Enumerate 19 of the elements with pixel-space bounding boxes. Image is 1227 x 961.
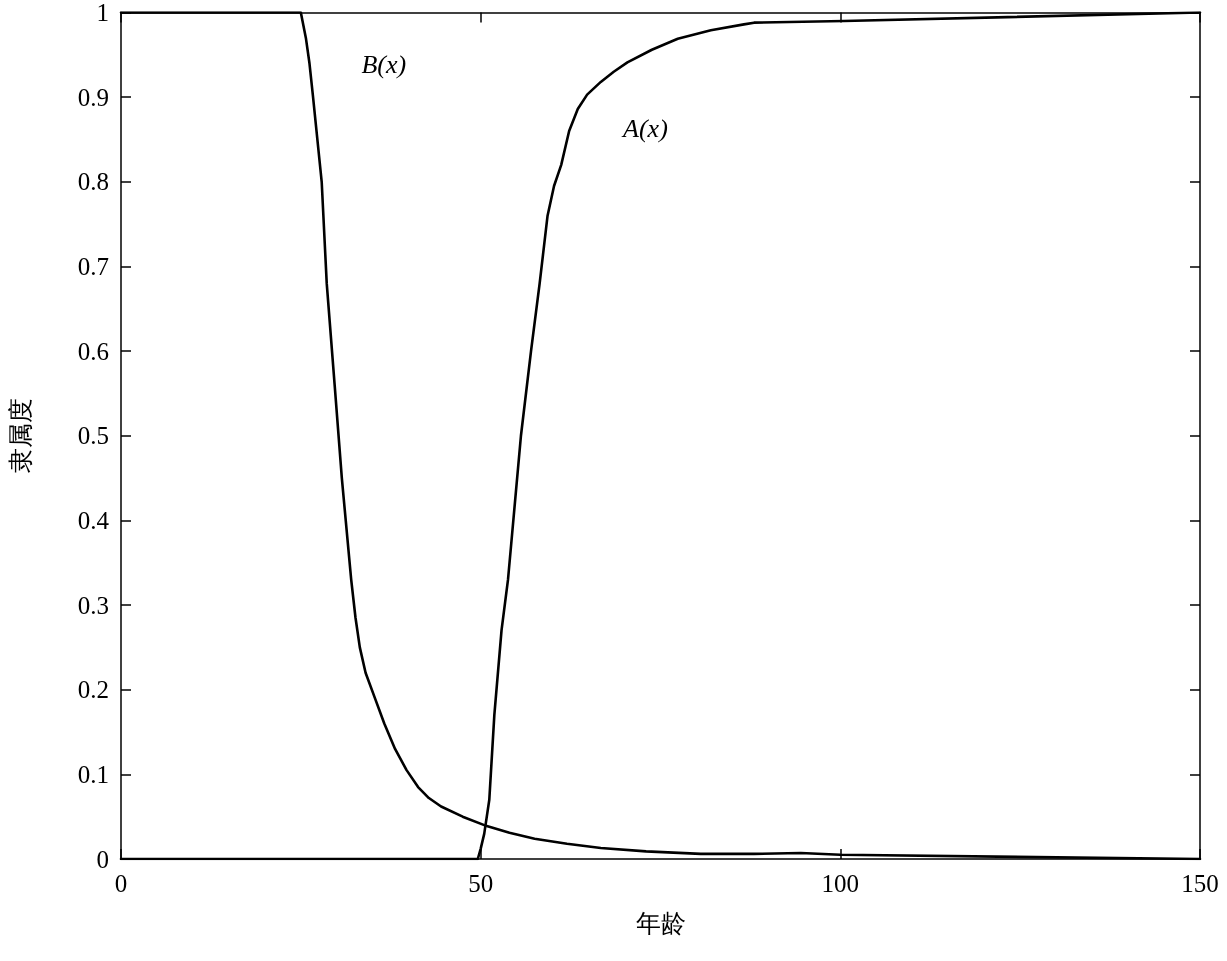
y-tick-label: 0.7 <box>77 252 109 280</box>
x-axis-title: 年龄 <box>635 910 686 937</box>
y-tick-label: 0.1 <box>77 760 109 788</box>
y-axis-title: 隶属度 <box>7 398 34 474</box>
y-tick-label: 0.4 <box>77 506 110 534</box>
x-tick-label: 0 <box>114 870 128 897</box>
series-label: A(x) <box>621 113 668 143</box>
y-tick-label: 0.3 <box>77 591 109 619</box>
y-tick-label: 0.6 <box>77 337 109 365</box>
y-tick-label: 0.8 <box>77 168 109 196</box>
y-tick-label: 0.9 <box>77 83 109 111</box>
x-tick-label: 50 <box>468 870 494 897</box>
y-tick-label: 0.5 <box>77 422 109 450</box>
y-tick-label: 1 <box>96 0 109 26</box>
y-tick-label: 0 <box>96 845 109 873</box>
series-label: B(x) <box>361 49 407 79</box>
y-tick-label: 0.2 <box>77 676 109 704</box>
x-tick-label: 100 <box>821 870 860 897</box>
x-tick-label: 150 <box>1181 870 1219 897</box>
